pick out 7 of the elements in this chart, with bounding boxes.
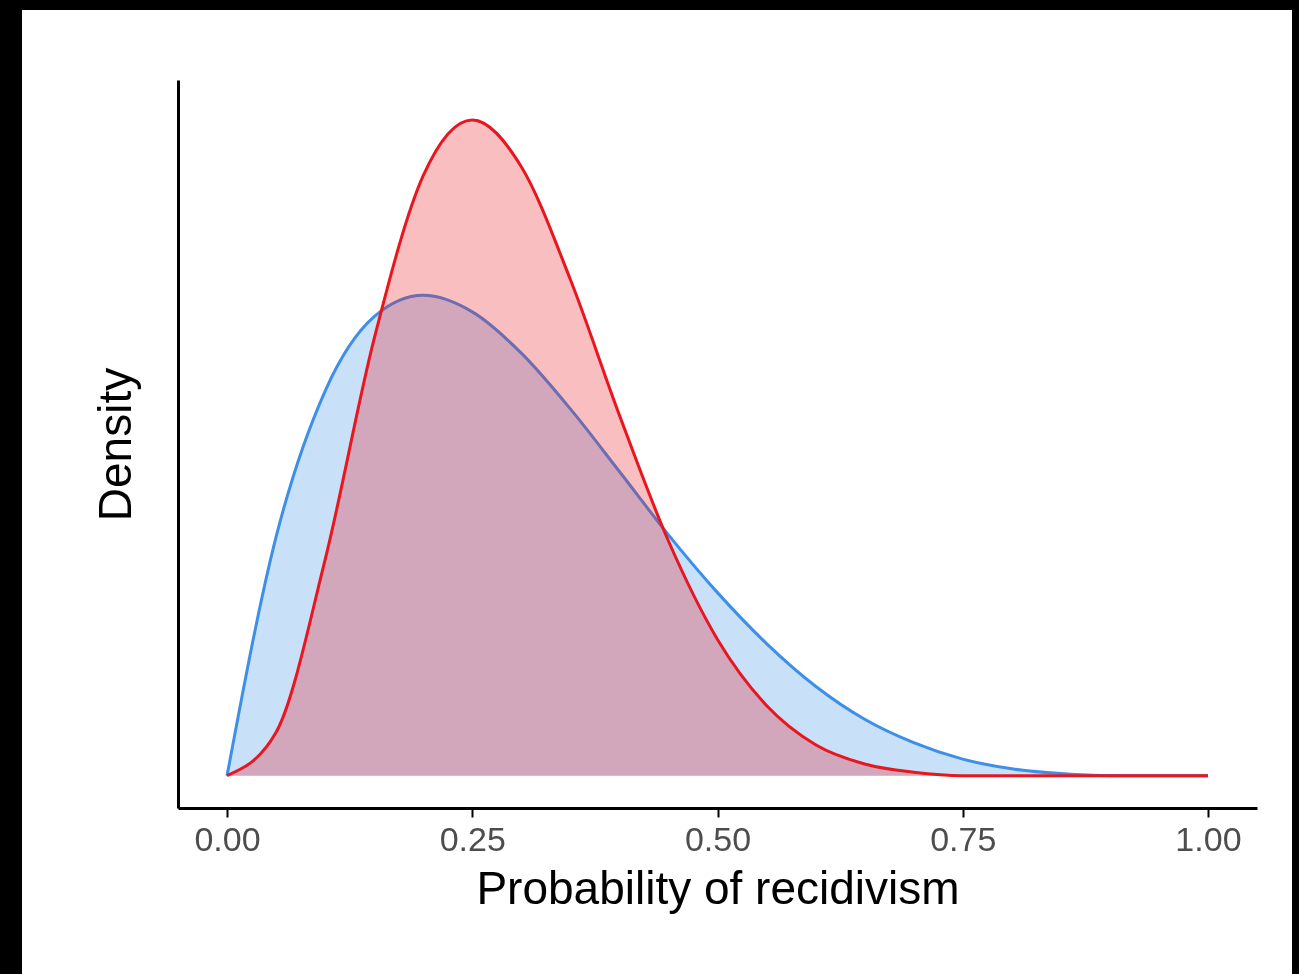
x-tick-label: 0.25 [439,819,506,858]
x-axis-title: Probability of recidivism [476,861,960,914]
x-tick-label: 0.75 [930,819,997,858]
y-axis-title: Density [88,367,141,522]
x-tick-label: 0.00 [194,819,261,858]
x-tick-label: 0.50 [684,819,752,858]
x-tick-label: 1.00 [1175,819,1242,858]
